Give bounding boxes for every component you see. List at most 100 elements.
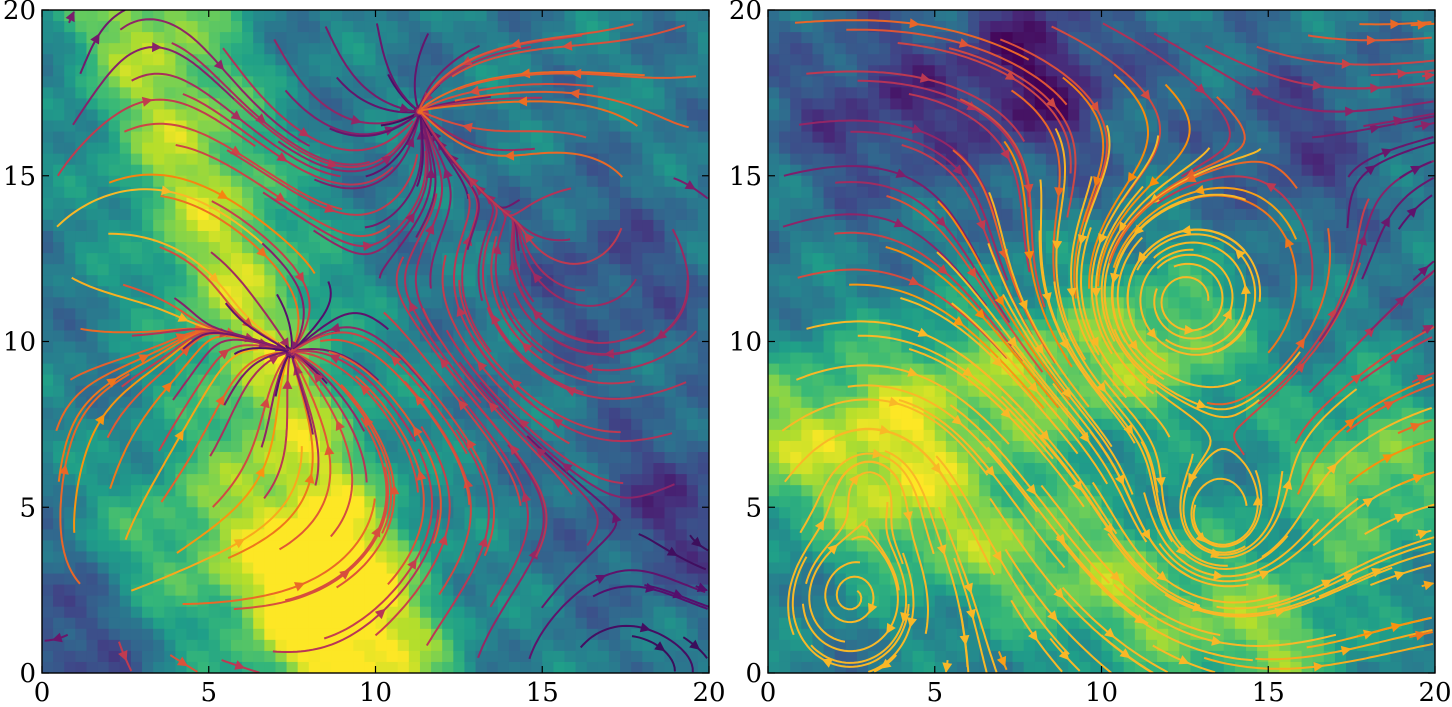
heatmap-cell xyxy=(453,518,466,530)
heatmap-cell xyxy=(353,540,365,553)
heatmap-cell xyxy=(620,219,632,232)
heatmap-cell xyxy=(586,275,599,287)
heatmap-cell xyxy=(342,374,354,387)
heatmap-cell xyxy=(901,551,914,564)
heatmap-cell xyxy=(130,197,143,210)
heatmap-cell xyxy=(879,374,891,387)
heatmap-cell xyxy=(779,507,791,519)
heatmap-cell xyxy=(812,264,825,276)
heatmap-cell xyxy=(564,540,577,553)
heatmap-cell xyxy=(856,363,869,376)
heatmap-cell xyxy=(564,231,577,243)
heatmap-cell xyxy=(42,65,54,77)
heatmap-cell xyxy=(242,496,254,508)
heatmap-cell xyxy=(175,10,188,22)
heatmap-cell xyxy=(253,650,265,663)
heatmap-cell xyxy=(164,418,176,431)
heatmap-cell xyxy=(934,120,947,133)
heatmap-cell xyxy=(431,352,443,365)
heatmap-cell xyxy=(86,518,99,530)
heatmap-cell xyxy=(453,21,466,33)
heatmap-cell xyxy=(620,76,632,88)
heatmap-cell xyxy=(901,43,914,55)
heatmap-cell xyxy=(475,164,488,177)
heatmap-cell xyxy=(208,208,221,221)
heatmap-cell xyxy=(553,407,566,420)
heatmap-cell xyxy=(901,231,914,243)
heatmap-cell xyxy=(275,385,288,398)
heatmap-cell xyxy=(912,264,925,276)
heatmap-cell xyxy=(75,54,88,66)
heatmap-cell xyxy=(386,661,399,673)
heatmap-cell xyxy=(642,319,655,332)
heatmap-cell xyxy=(790,153,802,166)
heatmap-cell xyxy=(790,308,802,320)
heatmap-cell xyxy=(64,418,76,431)
heatmap-cell xyxy=(542,21,554,33)
heatmap-cell xyxy=(597,418,610,431)
heatmap-cell xyxy=(475,32,488,44)
heatmap-cell xyxy=(608,485,621,497)
heatmap-cell xyxy=(342,485,354,497)
heatmap-cell xyxy=(97,87,110,99)
heatmap-cell xyxy=(845,131,858,144)
heatmap-cell xyxy=(297,153,310,166)
heatmap-cell xyxy=(823,496,836,508)
heatmap-cell xyxy=(142,142,154,155)
heatmap-cell xyxy=(879,286,891,298)
heatmap-cell xyxy=(597,275,610,287)
heatmap-cell xyxy=(119,164,132,177)
heatmap-cell xyxy=(286,21,299,33)
heatmap-cell xyxy=(197,639,210,652)
heatmap-cell xyxy=(834,628,847,641)
heatmap-cell xyxy=(97,231,110,243)
heatmap-cell xyxy=(64,584,76,597)
heatmap-cell xyxy=(697,208,709,221)
heatmap-cell xyxy=(801,219,814,232)
heatmap-cell xyxy=(464,429,477,442)
heatmap-cell xyxy=(119,407,132,420)
heatmap-cell xyxy=(620,330,632,343)
heatmap-cell xyxy=(375,264,388,276)
heatmap-cell xyxy=(419,518,432,530)
heatmap-cell xyxy=(75,374,88,387)
heatmap-cell xyxy=(319,496,332,508)
heatmap-cell xyxy=(42,186,54,199)
heatmap-cell xyxy=(531,661,543,673)
streamline-arrowhead xyxy=(510,38,522,49)
heatmap-cell xyxy=(664,418,677,431)
heatmap-cell xyxy=(675,573,688,586)
heatmap-cell xyxy=(297,197,310,210)
heatmap-cell xyxy=(164,440,176,453)
heatmap-cell xyxy=(845,606,858,619)
heatmap-cell xyxy=(475,463,488,475)
heatmap-cell xyxy=(879,264,891,276)
heatmap-cell xyxy=(653,606,666,619)
heatmap-cell xyxy=(901,186,914,199)
heatmap-cell xyxy=(408,275,421,287)
heatmap-cell xyxy=(934,21,947,33)
heatmap-cell xyxy=(923,219,936,232)
heatmap-cell xyxy=(642,407,655,420)
heatmap-cell xyxy=(419,407,432,420)
heatmap-cell xyxy=(868,175,880,188)
heatmap-cell xyxy=(945,385,958,398)
heatmap-cell xyxy=(442,242,454,254)
heatmap-cell xyxy=(768,319,780,332)
heatmap-cell xyxy=(686,507,699,519)
heatmap-cell xyxy=(275,463,288,475)
heatmap-cell xyxy=(823,297,836,309)
heatmap-cell xyxy=(642,518,655,530)
heatmap-cell xyxy=(119,463,132,475)
heatmap-cell xyxy=(486,562,499,575)
heatmap-cell xyxy=(834,529,847,541)
heatmap-cell xyxy=(768,175,780,188)
heatmap-cell xyxy=(934,219,947,232)
heatmap-cell xyxy=(153,153,165,166)
heatmap-cell xyxy=(945,109,958,122)
heatmap-cell xyxy=(186,540,199,553)
heatmap-cell xyxy=(497,65,510,77)
heatmap-cell xyxy=(597,463,610,475)
heatmap-cell xyxy=(86,43,99,55)
heatmap-cell xyxy=(542,87,554,99)
